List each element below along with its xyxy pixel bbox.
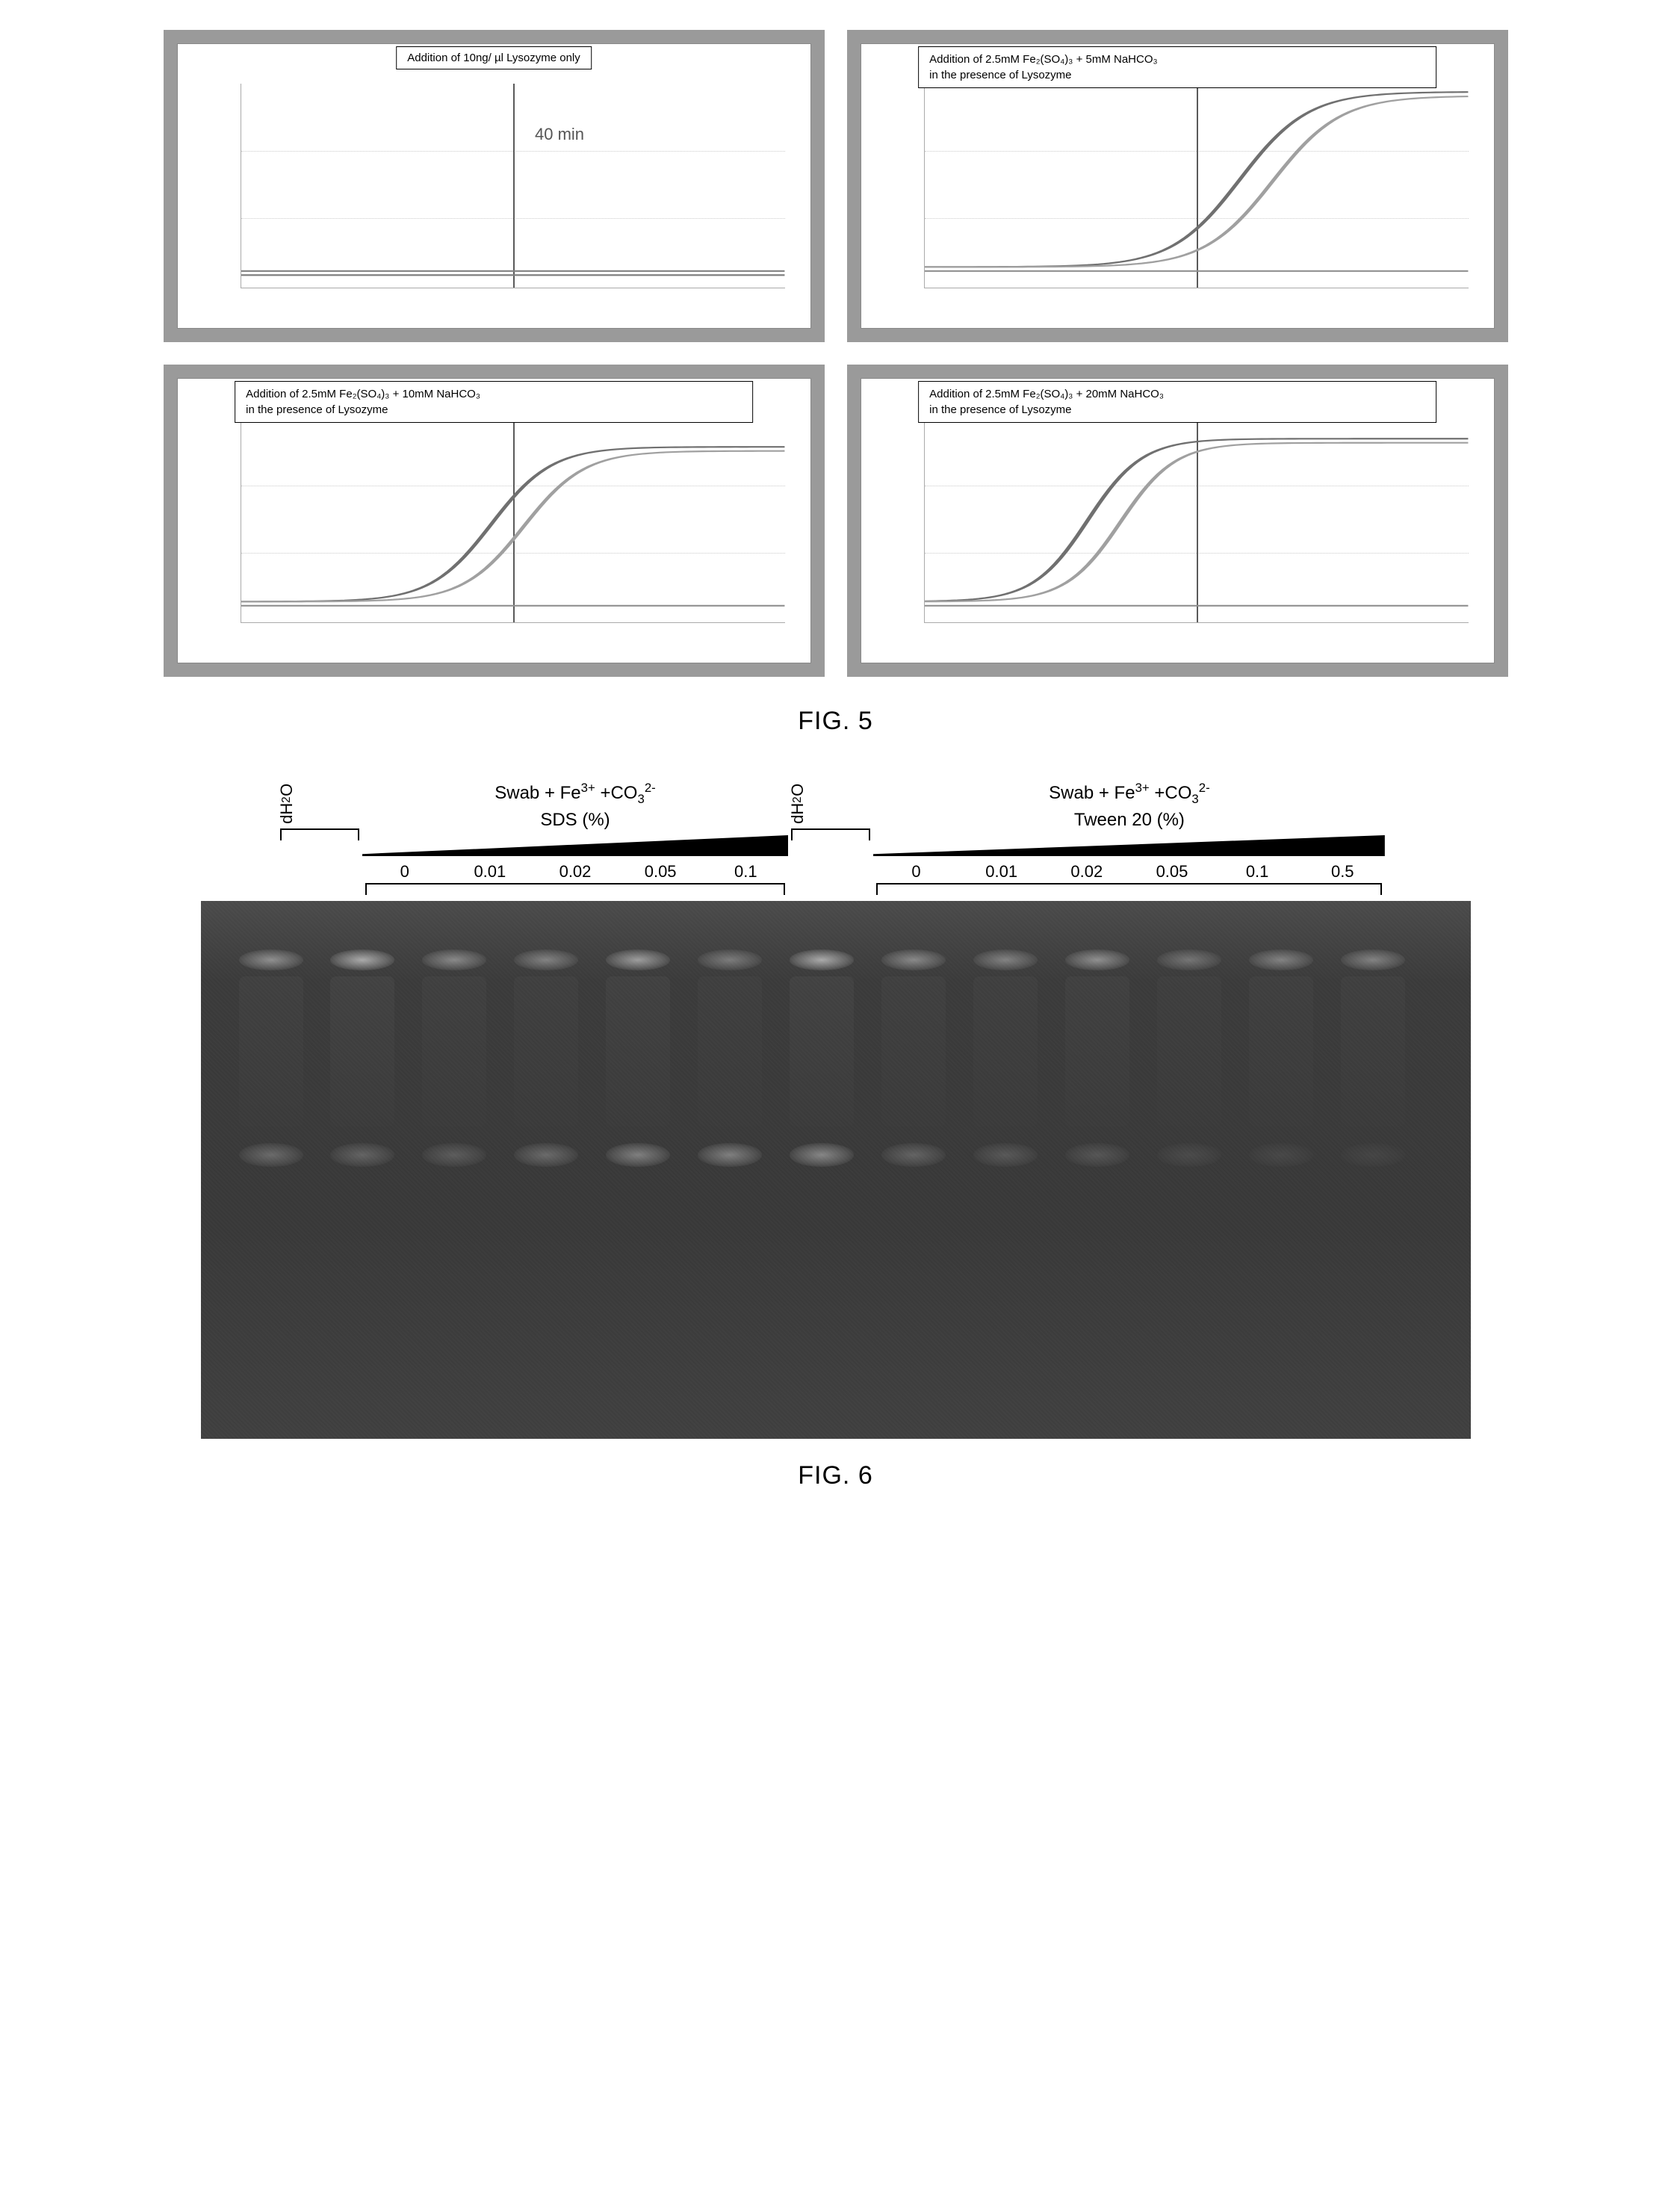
curves-svg <box>241 84 784 288</box>
curve-1 <box>925 96 1468 267</box>
annotation-40min: 40 min <box>535 125 584 144</box>
curve-1 <box>925 443 1468 601</box>
wedge-row <box>362 835 789 856</box>
rna-band <box>973 1143 1038 1167</box>
lane-label: 0.1 <box>703 862 788 882</box>
curve-1 <box>241 451 784 602</box>
curves-svg <box>241 418 784 622</box>
rna-band <box>698 1143 762 1167</box>
fig6-caption: FIG. 6 <box>30 1461 1641 1490</box>
well-band <box>790 949 854 971</box>
plot-region: 40 min <box>241 84 784 288</box>
lane-group-1: Swab + Fe3+ +CO32-Tween 20 (%)00.010.020… <box>873 781 1385 898</box>
smear <box>239 976 303 1127</box>
lane-header-dh2o: dH2O <box>277 781 362 898</box>
plot-region <box>924 418 1468 623</box>
chart-area: 40 min <box>177 43 811 329</box>
rna-band <box>514 1143 578 1167</box>
lane-label: 0.02 <box>533 862 618 882</box>
curve-0 <box>925 439 1468 601</box>
group-supertitle: Swab + Fe3+ +CO32- <box>873 781 1385 807</box>
lane-label: 0.05 <box>1129 862 1215 882</box>
lane-label: 0.5 <box>1300 862 1385 882</box>
well-band <box>1065 949 1129 971</box>
dh2o-label: dH2O <box>788 781 807 827</box>
bracket-icon <box>280 828 359 840</box>
rna-band <box>422 1143 486 1167</box>
well-band <box>239 949 303 971</box>
smear <box>698 976 762 1127</box>
rna-band <box>606 1143 670 1167</box>
bracket-icon <box>876 883 1382 895</box>
rna-band <box>239 1143 303 1167</box>
plot-region <box>241 418 784 623</box>
lane-label: 0 <box>873 862 958 882</box>
lane-label: 0.05 <box>618 862 703 882</box>
rna-band <box>1341 1143 1405 1167</box>
rna-band <box>1065 1143 1129 1167</box>
smear <box>514 976 578 1127</box>
well-band <box>1249 949 1313 971</box>
rna-band <box>1249 1143 1313 1167</box>
bracket-icon <box>365 883 786 895</box>
smear <box>606 976 670 1127</box>
chart-title: Addition of 10ng/ µl Lysozyme only <box>396 46 592 69</box>
smear <box>422 976 486 1127</box>
chart-title: Addition of 2.5mM Fe₂(SO₄)₃ + 20mM NaHCO… <box>918 381 1436 423</box>
group-subtitle: Tween 20 (%) <box>873 810 1385 831</box>
chart-panel-B: Addition of 2.5mM Fe₂(SO₄)₃ + 5mM NaHCO₃… <box>847 30 1508 342</box>
gel-image: ← RNA <box>201 901 1471 1439</box>
well-band <box>973 949 1038 971</box>
rna-band <box>1157 1143 1221 1167</box>
smear <box>1341 976 1405 1127</box>
lane-labels: 00.010.020.050.10.5 <box>873 862 1385 882</box>
fig5-grid: Addition of 10ng/ µl Lysozyme only 40 min… <box>164 30 1508 677</box>
wedge-row <box>873 835 1385 856</box>
smear <box>790 976 854 1127</box>
plot-region <box>924 84 1468 288</box>
chart-panel-C: Addition of 2.5mM Fe₂(SO₄)₃ + 10mM NaHCO… <box>164 365 825 677</box>
curve-0 <box>925 92 1468 267</box>
fig5-caption: FIG. 5 <box>30 707 1641 736</box>
lane-label: 0.02 <box>1044 862 1129 882</box>
curves-svg <box>925 84 1468 288</box>
wedge-icon <box>362 835 789 856</box>
lane-header-dh2o: dH2O <box>788 781 873 898</box>
lane-label: 0 <box>362 862 447 882</box>
dh2o-label: dH2O <box>277 781 297 827</box>
wedge-icon <box>873 835 1385 856</box>
chart-panel-A: Addition of 10ng/ µl Lysozyme only 40 min <box>164 30 825 342</box>
bracket-icon <box>791 828 870 840</box>
smear <box>1065 976 1129 1127</box>
smear <box>1249 976 1313 1127</box>
lane-label: 0.01 <box>959 862 1044 882</box>
smear <box>1157 976 1221 1127</box>
well-band <box>698 949 762 971</box>
chart-title: Addition of 2.5mM Fe₂(SO₄)₃ + 10mM NaHCO… <box>235 381 753 423</box>
curve-0 <box>241 447 784 601</box>
well-band <box>881 949 946 971</box>
chart-panel-D: Addition of 2.5mM Fe₂(SO₄)₃ + 20mM NaHCO… <box>847 365 1508 677</box>
well-band <box>1157 949 1221 971</box>
lane-group-0: Swab + Fe3+ +CO32- SDS (%) 00.010.020.050.… <box>362 781 789 898</box>
fig6-wrap: dH2OSwab + Fe3+ +CO32-SDS (%)00.010.020.… <box>201 781 1471 1439</box>
rna-band <box>790 1143 854 1167</box>
smear <box>973 976 1038 1127</box>
rna-band <box>881 1143 946 1167</box>
group-supertitle: Swab + Fe3+ +CO32- <box>362 781 789 807</box>
group-subtitle: SDS (%) <box>362 810 789 831</box>
smear <box>330 976 394 1127</box>
smear <box>881 976 946 1127</box>
lane-label: 0.01 <box>447 862 533 882</box>
lane-label: 0.1 <box>1215 862 1300 882</box>
lane-labels: 00.010.020.050.1 <box>362 862 789 882</box>
curves-svg <box>925 418 1468 622</box>
chart-title: Addition of 2.5mM Fe₂(SO₄)₃ + 5mM NaHCO₃… <box>918 46 1436 88</box>
gel-header: dH2OSwab + Fe3+ +CO32-SDS (%)00.010.020.… <box>277 781 1471 898</box>
well-band <box>1341 949 1405 971</box>
